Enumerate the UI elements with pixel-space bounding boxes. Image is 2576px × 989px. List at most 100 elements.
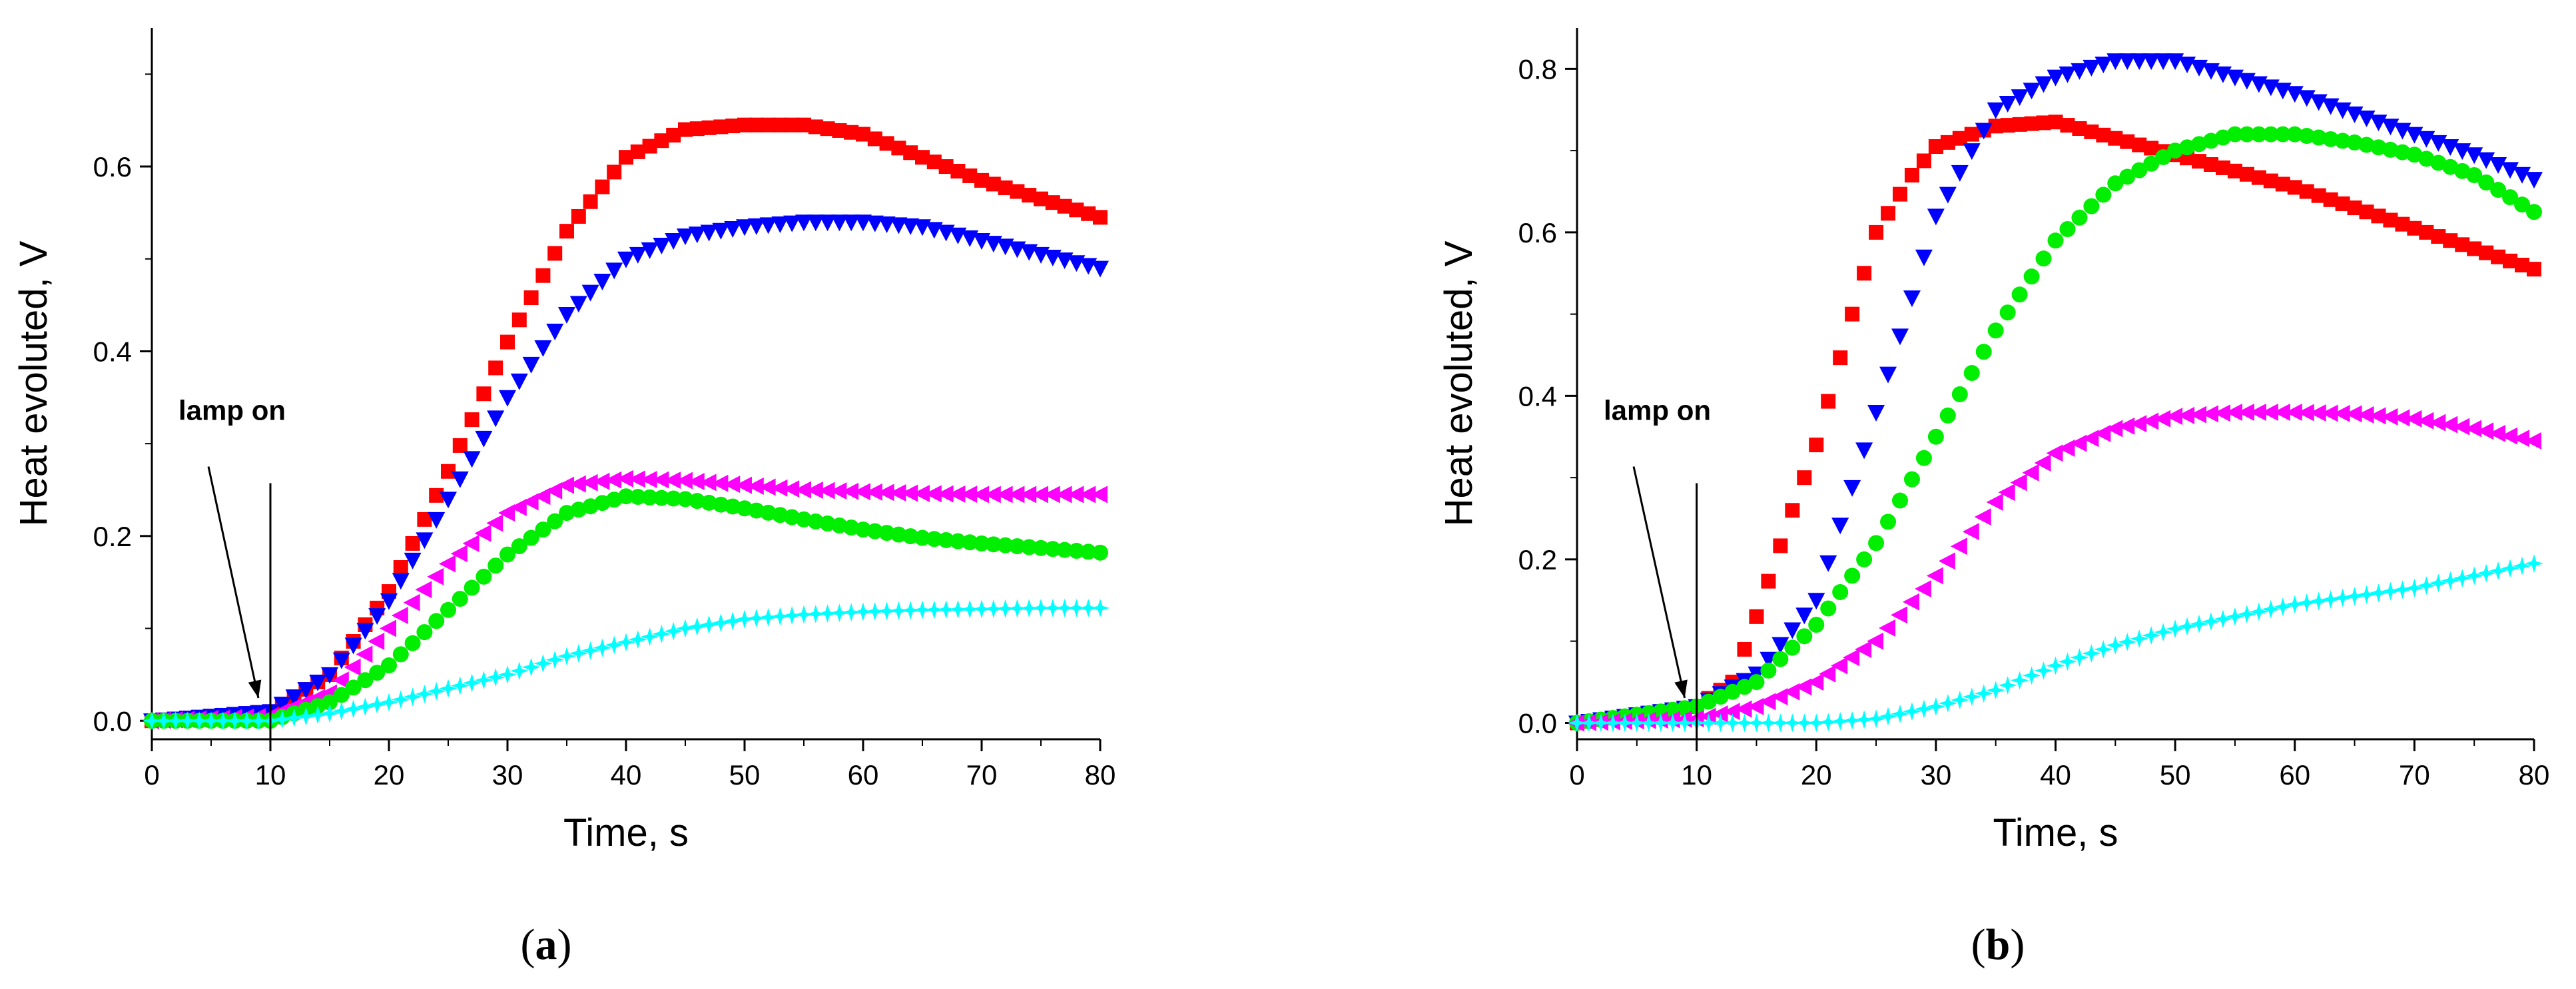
data-point-triangle-left (795, 481, 811, 499)
data-point-circle (653, 490, 670, 506)
data-point-triangle-left (1032, 486, 1048, 503)
data-point-triangle-down (2059, 66, 2077, 83)
data-point-triangle-left (1759, 693, 1776, 711)
data-point-triangle-left (924, 485, 942, 503)
data-point-circle (985, 536, 1002, 553)
data-point-triangle-down (902, 218, 920, 235)
data-point-triangle-down (878, 216, 896, 234)
y-tick-label-a: 0.4 (93, 336, 132, 367)
data-point-triangle-left (1914, 580, 1931, 598)
data-point-star (486, 668, 505, 687)
data-point-star (2130, 629, 2149, 648)
data-point-square (737, 117, 752, 133)
data-point-circle (725, 498, 741, 515)
data-point-triangle-left (2417, 412, 2434, 430)
data-point-triangle-down (2106, 53, 2124, 71)
data-point-star (1008, 599, 1027, 618)
data-point-triangle-down (2525, 172, 2543, 189)
data-point-triangle-left (889, 484, 906, 501)
x-tick-label-b: 0 (1569, 759, 1584, 791)
data-point-triangle-down (2465, 147, 2483, 165)
data-point-star (2034, 661, 2053, 680)
data-point-triangle-down (925, 222, 943, 239)
data-point-circle (2167, 143, 2184, 159)
data-point-triangle-left (2489, 424, 2506, 442)
data-point-circle (2310, 129, 2327, 146)
data-point-square (773, 117, 788, 133)
data-point-star (1067, 599, 1086, 617)
data-point-triangle-down (534, 340, 552, 357)
data-point-circle (926, 531, 942, 547)
x-axis-title-a: Time, s (563, 811, 689, 854)
data-point-square (417, 511, 432, 527)
data-point-triangle-left (545, 482, 563, 499)
data-point-square (1952, 131, 1967, 146)
data-point-square (761, 117, 776, 133)
data-point-circle (2370, 139, 2387, 156)
series-layer-b (1568, 53, 2543, 733)
data-point-triangle-left (2010, 474, 2027, 492)
data-point-triangle-left (474, 524, 491, 542)
data-point-circle (1712, 689, 1729, 705)
data-point-circle (1868, 535, 1885, 551)
axes-a: 0 10 20 30 40 50 60 70 80 0.0 0.2 0.4 0.6 (93, 28, 1116, 791)
data-point-square (2359, 204, 2374, 220)
data-point-circle (914, 529, 930, 546)
data-point-triangle-left (2345, 405, 2362, 423)
data-point-triangle-down (451, 471, 469, 488)
data-point-triangle-left (450, 545, 468, 563)
y-axis-title-b: Heat evoluted, V (1437, 240, 1480, 526)
data-point-triangle-down (712, 222, 730, 240)
data-point-square (571, 208, 586, 224)
data-point-star (143, 711, 161, 731)
data-point-star (2417, 576, 2436, 595)
data-point-circle (629, 489, 646, 505)
lamp-on-arrow-a (207, 466, 260, 699)
data-point-triangle-down (1867, 404, 1885, 422)
data-point-triangle-left (936, 485, 954, 503)
data-point-circle (535, 521, 551, 538)
y-tick-label-b: 0.8 (1518, 53, 1557, 85)
data-point-triangle-down (996, 238, 1014, 256)
data-point-star (1663, 713, 1682, 733)
data-point-triangle-left (593, 472, 610, 490)
data-point-star (581, 641, 600, 660)
data-point-triangle-down (1879, 366, 1897, 384)
data-point-circle (807, 513, 824, 529)
data-point-star (533, 654, 553, 673)
data-point-star (1568, 713, 1586, 733)
data-point-star (1580, 713, 1598, 733)
data-point-square (2132, 137, 2147, 153)
data-point-triangle-down (783, 215, 801, 232)
data-point-circle (2131, 162, 2148, 178)
data-point-star (605, 635, 624, 655)
data-point-triangle-down (937, 224, 955, 242)
data-point-star (2321, 590, 2340, 609)
data-point-circle (902, 528, 919, 545)
data-point-triangle-down (273, 697, 291, 714)
data-point-triangle-left (759, 478, 776, 496)
data-point-star (996, 599, 1015, 618)
data-point-triangle-down (771, 216, 789, 234)
data-point-square (856, 127, 870, 142)
data-point-star (830, 603, 849, 623)
data-point-circle (1939, 407, 1956, 424)
data-point-star (2429, 573, 2448, 593)
data-point-square (701, 120, 717, 135)
data-point-square (1034, 191, 1048, 206)
data-point-star (2525, 554, 2543, 573)
data-point-circle (890, 526, 907, 543)
data-point-circle (2095, 186, 2112, 203)
data-point-square (1809, 438, 1824, 453)
data-point-circle (2502, 189, 2519, 206)
data-point-triangle-left (1771, 688, 1788, 706)
data-point-star (2285, 595, 2304, 614)
data-point-triangle-down (605, 262, 623, 280)
data-point-square (523, 290, 539, 306)
data-point-triangle-down (961, 230, 979, 247)
data-point-square (2515, 258, 2530, 272)
data-point-circle (1999, 304, 2016, 321)
data-point-triangle-left (2082, 430, 2099, 448)
data-point-circle (2023, 268, 2040, 285)
data-point-star (2369, 583, 2388, 603)
